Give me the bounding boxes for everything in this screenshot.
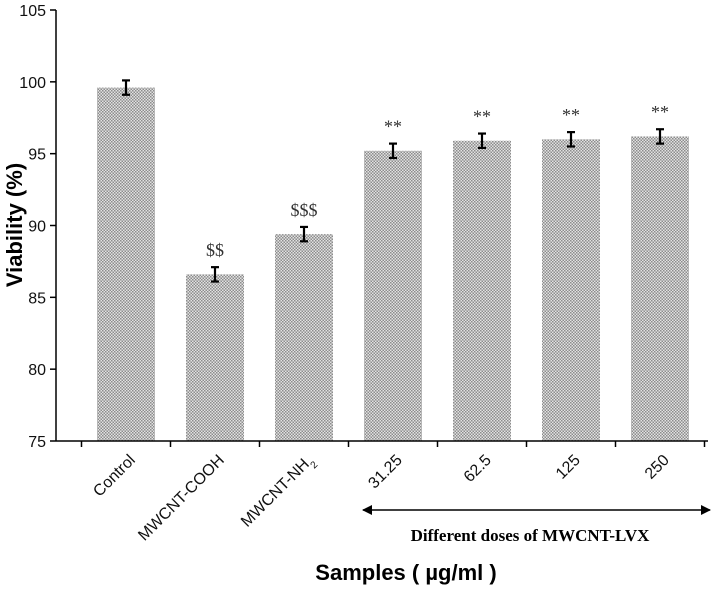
- significance-label: **: [562, 105, 580, 125]
- x-tick-label: 125: [553, 452, 584, 483]
- bar: [275, 234, 333, 441]
- bar: [97, 87, 155, 441]
- x-tick-label: 250: [642, 452, 673, 483]
- x-tick-label: Control: [90, 452, 138, 500]
- significance-label: **: [651, 102, 669, 122]
- x-axis-title: Samples ( µg/ml ): [315, 560, 496, 585]
- x-tick-label: MWCNT-COOH: [135, 452, 227, 544]
- significance-label: **: [473, 107, 491, 127]
- x-tick-label-subscript: 2: [308, 459, 320, 471]
- x-tick-label: 62.5: [461, 452, 495, 486]
- y-axis-title: Viability (%): [2, 163, 27, 287]
- significance-label: **: [384, 117, 402, 137]
- bar: [364, 150, 422, 441]
- group-label: Different doses of MWCNT-LVX: [411, 526, 651, 545]
- significance-label: $$: [206, 240, 224, 260]
- bar: [631, 136, 689, 441]
- bar: [542, 139, 600, 442]
- y-tick-label: 80: [28, 362, 46, 379]
- y-tick-label: 90: [28, 219, 46, 236]
- bar: [453, 140, 511, 441]
- bar: [186, 274, 244, 441]
- significance-label: $$$: [291, 200, 318, 220]
- y-tick-label: 85: [28, 290, 46, 307]
- y-tick-label: 75: [28, 434, 46, 451]
- y-tick-label: 100: [19, 75, 46, 92]
- y-tick-label: 95: [28, 147, 46, 164]
- y-tick-label: 105: [19, 3, 46, 20]
- x-tick-label: 31.25: [365, 452, 405, 492]
- x-tick-label: MWCNT-NH2: [238, 451, 320, 533]
